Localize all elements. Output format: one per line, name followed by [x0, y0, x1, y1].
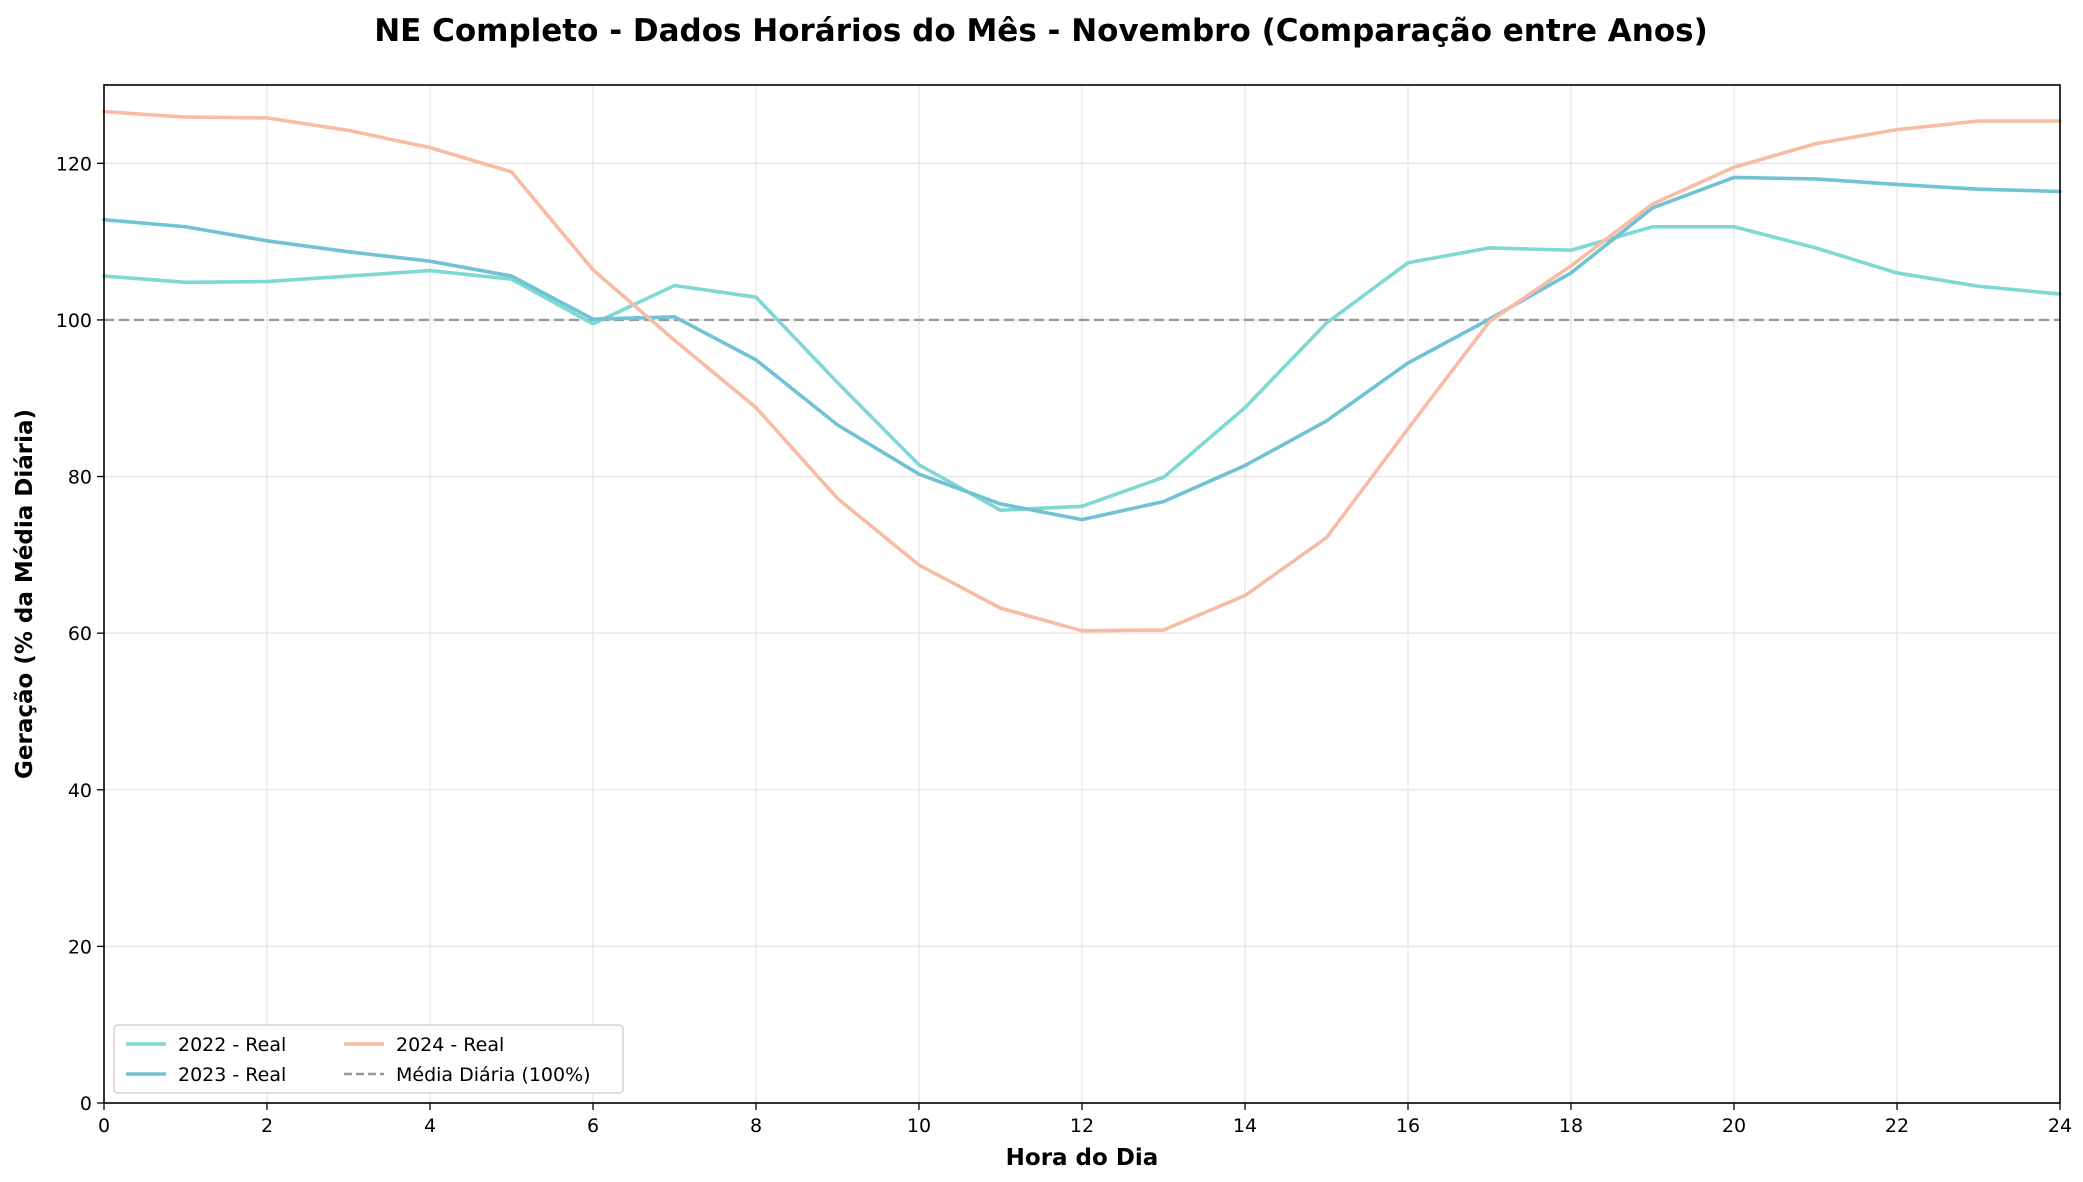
y-tick-label: 120 [56, 153, 92, 175]
x-tick-label: 14 [1233, 1115, 1257, 1137]
chart-title: NE Completo - Dados Horários do Mês - No… [374, 13, 1708, 49]
x-tick-label: 2 [261, 1115, 273, 1137]
legend-box [113, 1024, 624, 1094]
legend: 2022 - Real 2023 - Real 2024 - Real Média D… [113, 1024, 624, 1094]
y-axis: 0 20 40 60 80 100 120 [56, 153, 104, 1115]
grid-lines [103, 85, 2061, 1104]
y-tick-label: 60 [68, 623, 92, 645]
legend-label: 2022 - Real [178, 1034, 286, 1056]
y-axis-title: Geração (% da Média Diária) [12, 409, 38, 779]
legend-label: 2024 - Real [396, 1034, 504, 1056]
series-lines [102, 109, 2062, 633]
series-line-2022 [102, 224, 2062, 513]
series-line-2023 [102, 175, 2062, 522]
x-tick-label: 10 [907, 1115, 931, 1137]
y-tick-label: 20 [68, 936, 92, 958]
x-tick-label: 24 [2048, 1115, 2072, 1137]
x-tick-label: 20 [1722, 1115, 1746, 1137]
y-tick-label: 40 [68, 780, 92, 802]
legend-label: 2023 - Real [178, 1064, 286, 1086]
y-tick-label: 0 [80, 1093, 92, 1115]
x-tick-label: 8 [750, 1115, 762, 1137]
legend-label: Média Diária (100%) [396, 1064, 591, 1086]
series-line-2024 [102, 109, 2062, 633]
x-tick-label: 22 [1885, 1115, 1909, 1137]
x-tick-label: 0 [98, 1115, 110, 1137]
x-tick-label: 6 [587, 1115, 599, 1137]
x-tick-label: 12 [1070, 1115, 1094, 1137]
x-tick-label: 18 [1559, 1115, 1583, 1137]
y-tick-label: 100 [56, 310, 92, 332]
y-tick-label: 80 [68, 467, 92, 489]
x-axis: 0 2 4 6 8 10 12 14 16 18 20 22 24 [98, 1103, 2072, 1137]
x-tick-label: 4 [424, 1115, 436, 1137]
x-axis-title: Hora do Dia [1006, 1145, 1159, 1171]
x-tick-label: 16 [1396, 1115, 1420, 1137]
